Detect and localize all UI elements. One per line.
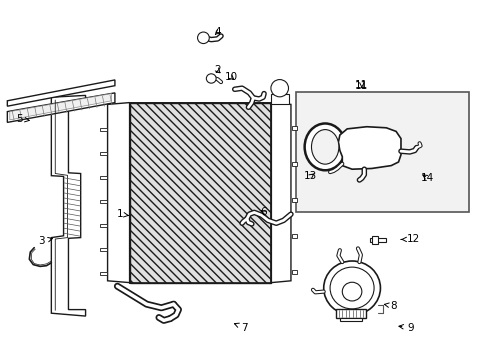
- Text: 11: 11: [354, 80, 368, 90]
- Ellipse shape: [342, 282, 361, 301]
- Polygon shape: [100, 248, 106, 251]
- Polygon shape: [100, 152, 106, 156]
- Polygon shape: [100, 272, 106, 275]
- Polygon shape: [371, 236, 377, 244]
- Ellipse shape: [197, 32, 209, 44]
- Polygon shape: [100, 200, 106, 203]
- Text: 10: 10: [224, 72, 237, 82]
- Ellipse shape: [304, 123, 345, 170]
- Ellipse shape: [323, 261, 380, 315]
- Text: 14: 14: [420, 173, 434, 183]
- Polygon shape: [7, 93, 115, 122]
- Ellipse shape: [270, 80, 288, 97]
- Polygon shape: [336, 309, 365, 318]
- Polygon shape: [100, 224, 106, 228]
- Polygon shape: [100, 176, 106, 179]
- Polygon shape: [7, 80, 115, 106]
- Text: 9: 9: [398, 323, 413, 333]
- Text: 4: 4: [214, 27, 221, 37]
- Polygon shape: [338, 127, 400, 169]
- Text: 8: 8: [384, 301, 396, 311]
- Text: 11: 11: [354, 81, 368, 91]
- Text: 7: 7: [234, 323, 247, 333]
- Polygon shape: [291, 270, 297, 274]
- Text: 12: 12: [400, 234, 419, 244]
- Polygon shape: [51, 95, 85, 316]
- Polygon shape: [340, 318, 361, 321]
- Ellipse shape: [311, 130, 338, 164]
- Polygon shape: [129, 103, 271, 283]
- Polygon shape: [291, 198, 297, 202]
- Text: 3: 3: [38, 236, 52, 246]
- Text: 5: 5: [16, 114, 29, 124]
- Polygon shape: [271, 103, 290, 283]
- Polygon shape: [291, 234, 297, 238]
- Text: 2: 2: [214, 65, 221, 75]
- Polygon shape: [100, 128, 106, 131]
- Polygon shape: [10, 94, 111, 120]
- Bar: [295, 92, 468, 212]
- Ellipse shape: [329, 267, 373, 309]
- Ellipse shape: [206, 74, 216, 83]
- Text: 1: 1: [116, 209, 128, 219]
- Polygon shape: [291, 162, 297, 166]
- Polygon shape: [369, 238, 386, 242]
- Polygon shape: [129, 103, 271, 283]
- Polygon shape: [291, 126, 297, 130]
- Polygon shape: [271, 94, 288, 104]
- Text: 6: 6: [260, 207, 267, 217]
- Text: 13: 13: [303, 171, 317, 181]
- Polygon shape: [107, 103, 129, 283]
